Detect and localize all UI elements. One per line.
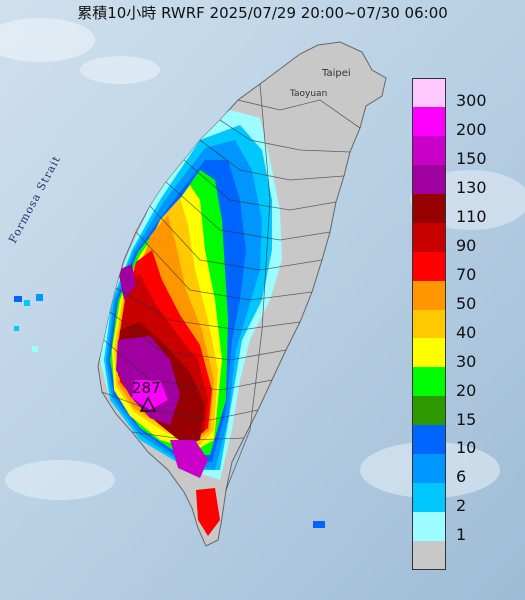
- legend-label: 200: [456, 120, 487, 140]
- legend-swatch: [412, 512, 446, 542]
- legend-swatch: [412, 367, 446, 397]
- legend-swatch: [412, 106, 446, 136]
- legend-row: [412, 309, 512, 339]
- max-value-triangle: [139, 396, 157, 412]
- legend-row: [412, 135, 512, 165]
- legend-swatch: [412, 396, 446, 426]
- legend-swatch: [412, 541, 446, 570]
- legend-label: 70: [456, 264, 477, 284]
- legend-label: 130: [456, 177, 487, 197]
- legend-label: 10: [456, 438, 477, 458]
- legend-label: 40: [456, 322, 477, 342]
- legend-label: 50: [456, 293, 477, 313]
- county-boundaries: [101, 83, 361, 491]
- penghu-island: [32, 346, 38, 352]
- legend-swatch: [412, 251, 446, 281]
- legend-label: 110: [456, 206, 487, 226]
- legend-swatch: [412, 309, 446, 339]
- legend-label: 90: [456, 235, 477, 255]
- penghu-island: [24, 300, 30, 306]
- max-value-label: 287: [132, 379, 161, 397]
- legend-swatch: [412, 222, 446, 252]
- legend-swatch: [412, 425, 446, 455]
- legend-label: 300: [456, 91, 487, 111]
- legend-swatch: [412, 78, 446, 107]
- legend-swatch: [412, 135, 446, 165]
- legend-row: [412, 367, 512, 397]
- legend-label: 15: [456, 409, 477, 429]
- legend-label: 1: [456, 525, 467, 545]
- taoyuan-label: Taoyuan: [289, 89, 327, 99]
- taipei-label: Taipei: [321, 68, 351, 79]
- legend-label: 6: [456, 467, 467, 487]
- legend-swatch: [412, 338, 446, 368]
- map-title: 累積10小時 RWRF 2025/07/29 20:00~07/30 06:00: [77, 4, 448, 22]
- legend-swatch: [412, 164, 446, 194]
- legend-label: 30: [456, 351, 477, 371]
- legend-swatch: [412, 280, 446, 310]
- legend-row: [412, 483, 512, 513]
- green-island: [313, 521, 325, 528]
- legend-swatch: [412, 483, 446, 513]
- cloud-texture: [0, 18, 525, 500]
- legend-swatch: [412, 454, 446, 484]
- penghu-island: [36, 294, 43, 301]
- legend-swatch: [412, 193, 446, 223]
- penghu-island: [14, 326, 19, 331]
- legend-label: 150: [456, 149, 487, 169]
- penghu-island: [14, 296, 22, 302]
- legend-row: [412, 280, 512, 310]
- rainfall-shading: [100, 110, 282, 536]
- legend-label: 2: [456, 496, 467, 516]
- legend-label: 20: [456, 380, 477, 400]
